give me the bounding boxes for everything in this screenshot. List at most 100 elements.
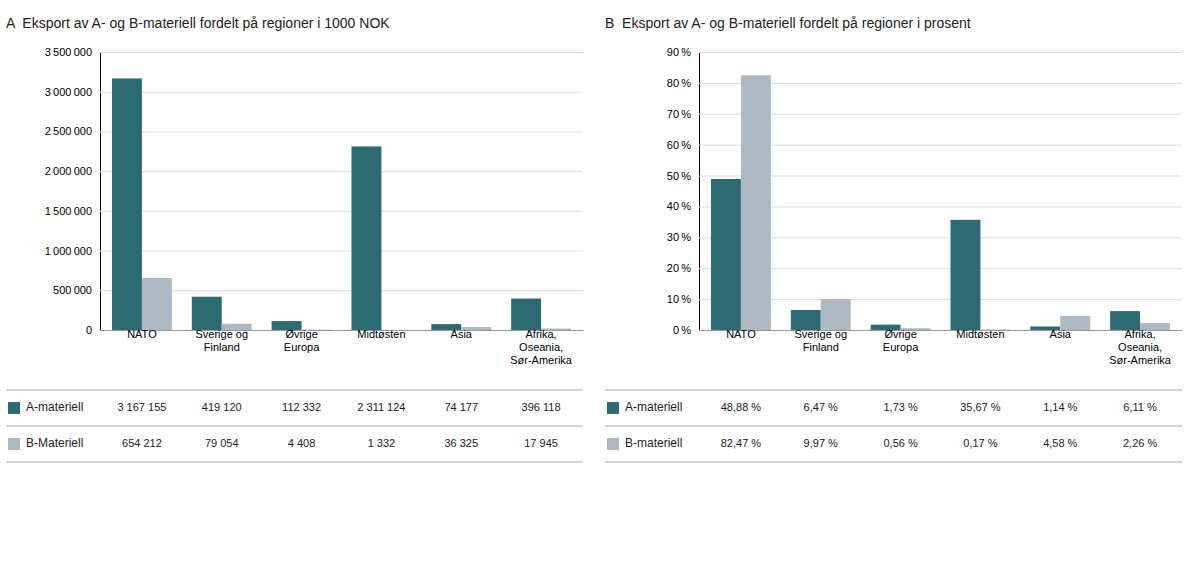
grid-line — [100, 131, 583, 132]
bar — [821, 299, 851, 330]
tick-label: Afrika,Oseania,Sør-Amerika — [1109, 328, 1172, 366]
grid-line — [699, 83, 1182, 84]
legend-swatch — [8, 402, 20, 414]
panel: B Eksport av A- og B-materiell fordelt p… — [605, 15, 1183, 462]
tick-label: ØvrigeEuropa — [284, 328, 320, 353]
bar — [351, 146, 381, 330]
tick-label-line: Europa — [284, 341, 320, 353]
tick-label: ØvrigeEuropa — [883, 328, 919, 353]
tick-label: 70 % — [667, 108, 691, 120]
bar — [192, 297, 222, 330]
tick-label: 60 % — [667, 139, 691, 151]
tick-label-line: Afrika, — [525, 328, 556, 340]
bar — [112, 78, 142, 330]
legend-swatch — [607, 402, 619, 414]
tick-label-line: Midtøsten — [357, 328, 405, 340]
table-value: 79 054 — [205, 437, 239, 449]
tick: Afrika,Oseania,Sør-Amerika — [1109, 328, 1172, 366]
table-value: 9,97 % — [804, 437, 838, 449]
table-value: 419 120 — [202, 401, 242, 413]
grid-line — [100, 211, 583, 212]
grid-line — [100, 330, 583, 331]
tick-label: 50 % — [667, 170, 691, 182]
tick-label: 80 % — [667, 77, 691, 89]
tick-label: 20 % — [667, 262, 691, 274]
tick-label: 3 500 000 — [45, 46, 92, 58]
tick: NATO — [127, 328, 157, 340]
table-value: 4 408 — [288, 437, 316, 449]
tick: Midtøsten — [956, 328, 1004, 340]
grid-line — [699, 299, 1182, 300]
table-rule — [6, 426, 583, 427]
bar — [950, 220, 980, 330]
tick: Sverige ogFinland — [195, 328, 248, 353]
table-value: 2 311 124 — [357, 401, 405, 413]
tick: ØvrigeEuropa — [284, 328, 320, 353]
legend-label: B-materiell — [625, 436, 682, 450]
table-value: 0,17 % — [963, 437, 997, 449]
tick-label-line: Sør-Amerika — [510, 354, 573, 366]
tick-label: 2 000 000 — [45, 165, 92, 177]
tick-label: Asia — [1050, 328, 1072, 340]
bar — [711, 179, 741, 330]
tick-label: NATO — [127, 328, 157, 340]
axis-line — [700, 330, 1183, 331]
tick-label-line: Oseania, — [1118, 341, 1162, 353]
tick-label-line: Øvrige — [884, 328, 916, 340]
tick-label: 10 % — [667, 293, 691, 305]
grid-line — [100, 171, 583, 172]
grid-line — [699, 145, 1182, 146]
tick-label-line: Sverige og — [794, 328, 847, 340]
bar — [791, 310, 821, 330]
bars — [112, 78, 571, 330]
tick-label-line: Asia — [451, 328, 473, 340]
tick-label: 1 000 000 — [45, 245, 92, 257]
tick-label: Midtøsten — [357, 328, 405, 340]
tick: 90 % — [667, 46, 1182, 58]
legend-label: B-Materiell — [26, 436, 83, 450]
tick-label: 0 — [86, 324, 92, 336]
table-value: 1,73 % — [883, 401, 917, 413]
table: A-materiell3 167 155419 120112 3322 311 … — [6, 390, 583, 462]
bar-series — [741, 75, 1170, 330]
tick-label: 40 % — [667, 200, 691, 212]
tick: ØvrigeEuropa — [883, 328, 919, 353]
tick-label-line: NATO — [127, 328, 157, 340]
tick-label-line: Sverige og — [195, 328, 248, 340]
grid-line — [699, 206, 1182, 207]
legend-label: A-materiell — [625, 400, 682, 414]
table-row: 654 21279 0544 4081 33236 32517 945 — [122, 437, 558, 449]
legend-swatch — [607, 438, 619, 450]
table-row: 3 167 155419 120112 3322 311 12474 17739… — [117, 401, 560, 413]
table-value: 6,47 % — [804, 401, 838, 413]
tick-label-line: Oseania, — [519, 341, 563, 353]
table-value: 396 118 — [522, 401, 561, 413]
grid-line — [699, 237, 1182, 238]
tick-label: Sverige ogFinland — [794, 328, 847, 353]
table-rule — [605, 390, 1182, 391]
grid-line — [699, 52, 1182, 53]
tick-label: NATO — [726, 328, 756, 340]
tick-label-line: Finland — [204, 341, 240, 353]
table-value: 1,14 % — [1043, 401, 1077, 413]
tick-label: Sverige ogFinland — [195, 328, 248, 353]
chart-canvas: A Eksport av A- og B-materiell fordelt p… — [0, 0, 1198, 568]
tick-label: Afrika,Oseania,Sør-Amerika — [510, 328, 573, 366]
grid-line — [100, 290, 583, 291]
chart-title: A Eksport av A- og B-materiell fordelt p… — [6, 15, 390, 31]
legend-label: A-materiell — [26, 400, 83, 414]
tick-label-line: Asia — [1050, 328, 1072, 340]
table-rule — [6, 462, 583, 463]
table-value: 4,58 % — [1043, 437, 1077, 449]
tick-label-line: Sør-Amerika — [1109, 354, 1172, 366]
table-value: 36 325 — [444, 437, 478, 449]
x-axis: NATO Sverige ogFinland ØvrigeEuropa Midtøst… — [700, 328, 1183, 366]
table-value: 112 332 — [282, 401, 321, 413]
tick: Afrika,Oseania,Sør-Amerika — [510, 328, 573, 366]
tick-label-line: Øvrige — [285, 328, 317, 340]
tick: 3 500 000 — [45, 46, 583, 58]
tick-label: 500 000 — [53, 284, 92, 296]
bars — [711, 75, 1170, 330]
grid-line — [100, 52, 583, 53]
table-value: 654 212 — [122, 437, 162, 449]
